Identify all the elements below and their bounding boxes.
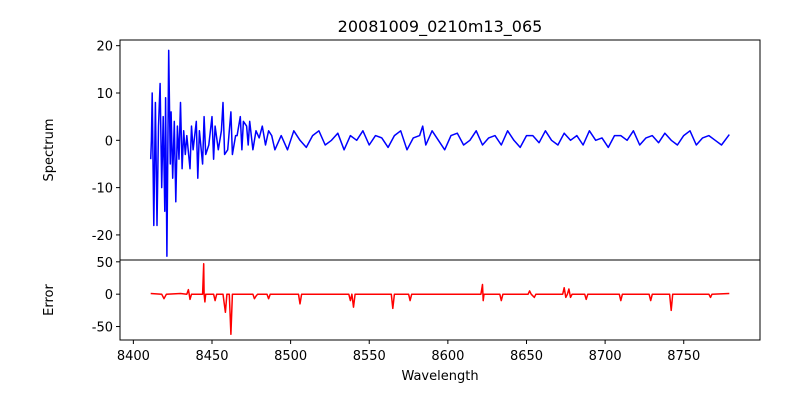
y-tick-label: -50 <box>92 321 113 336</box>
error-axes: -50 0 50 8400 8450 8500 8550 8600 8650 8700 8750 <box>92 256 761 364</box>
y-tick-label: 50 <box>96 256 113 271</box>
x-tick-label: 8500 <box>274 349 307 364</box>
chart-title: 20081009_0210m13_065 <box>338 17 543 37</box>
y-tick-label: -20 <box>92 229 113 244</box>
spectrum-line <box>149 49 730 257</box>
spectrum-y-axis-label: Spectrum <box>42 119 57 182</box>
x-tick-label: 8450 <box>195 349 228 364</box>
y-tick-label: 0 <box>105 288 113 303</box>
x-axis-label: Wavelength <box>401 369 478 384</box>
y-tick-label: 10 <box>96 87 113 102</box>
error-axes-frame <box>119 259 761 341</box>
x-tick-label: 8400 <box>117 349 150 364</box>
x-tick-label: 8700 <box>589 349 622 364</box>
x-tick-label: 8600 <box>431 349 464 364</box>
x-tick-label: 8750 <box>667 349 700 364</box>
y-tick-label: -10 <box>92 182 113 197</box>
error-y-axis-label: Error <box>42 284 57 316</box>
y-tick-label: 20 <box>96 40 113 55</box>
x-tick-label: 8550 <box>353 349 386 364</box>
y-tick-label: 0 <box>105 134 113 149</box>
spectrum-axes-frame <box>119 39 761 261</box>
x-tick-label: 8650 <box>510 349 543 364</box>
error-line <box>150 263 730 336</box>
spectrum-axes: -20 -10 0 10 20 <box>92 39 761 261</box>
